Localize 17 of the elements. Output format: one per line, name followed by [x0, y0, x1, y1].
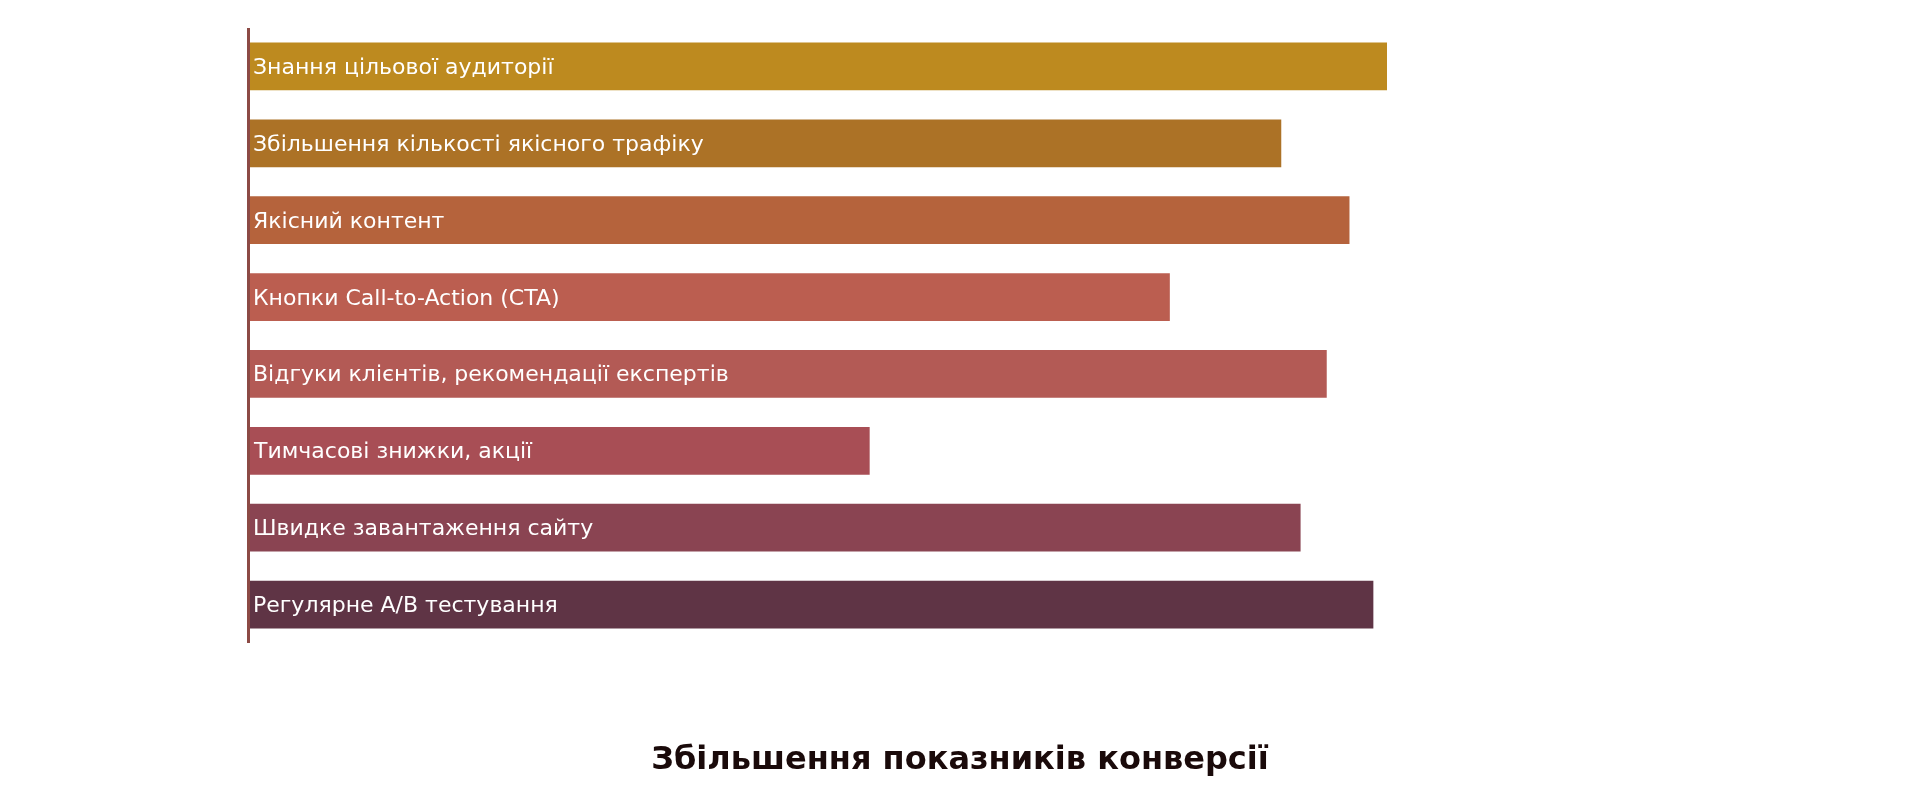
- bar: [250, 196, 1350, 245]
- bar: [250, 503, 1301, 552]
- bar: [250, 42, 1387, 91]
- y-tick-label: Тимчасові знижки, акції: [253, 438, 534, 464]
- bar: [250, 273, 1170, 321]
- y-tick-label: Збільшення кількості якісного трафіку: [253, 130, 704, 156]
- y-tick-label: Швидке завантаження сайту: [253, 515, 594, 541]
- bar: [250, 426, 870, 475]
- y-tick-label: Кнопки Call-to-Action (CTA): [253, 284, 560, 310]
- text: Збільшення показників конверсії: [651, 739, 1269, 778]
- y-tick-label: Відгуки клієнтів, рекомендації експертів: [253, 361, 729, 387]
- y-tick-label: Регулярне A/B тестування: [253, 592, 558, 618]
- y-tick-label: Якісний контент: [253, 207, 445, 233]
- y-tick-label: Знання цільової аудиторії: [253, 53, 555, 79]
- bar: [250, 580, 1374, 629]
- bar: [250, 350, 1327, 398]
- bar: [250, 119, 1282, 168]
